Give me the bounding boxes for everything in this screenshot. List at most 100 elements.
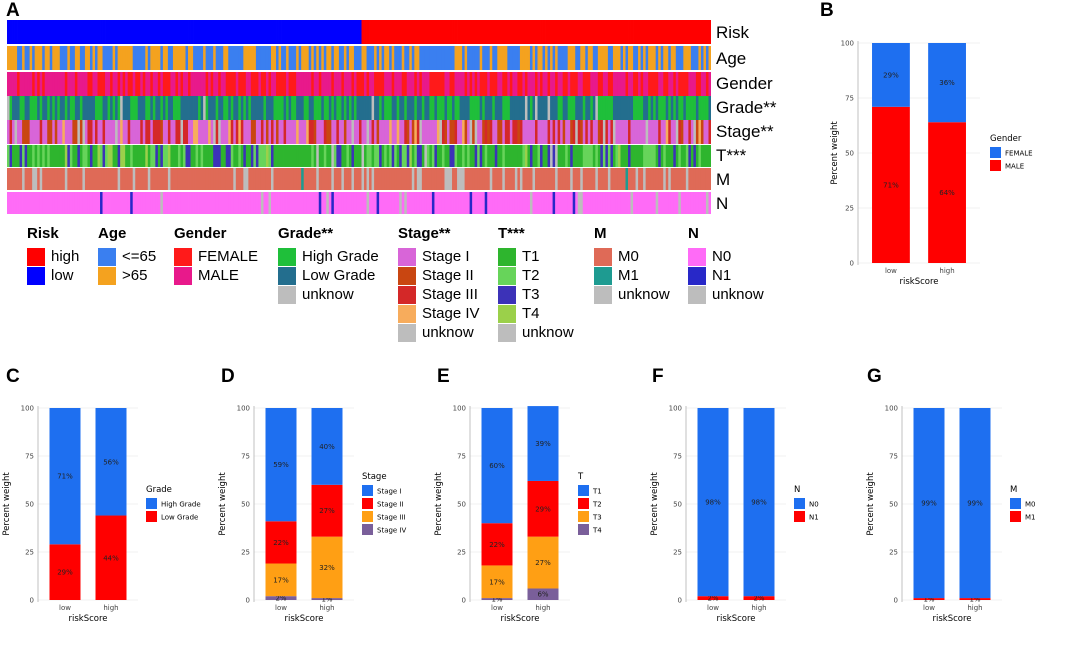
heatmap-cell	[469, 145, 473, 167]
heatmap-row-n	[7, 192, 711, 214]
x-axis-title: riskScore	[899, 277, 938, 287]
heatmap-cell	[97, 145, 101, 167]
heatmap-cell	[535, 120, 538, 144]
heatmap-cell	[210, 120, 214, 144]
heatmap-cell	[658, 192, 662, 214]
heatmap-cell	[97, 168, 101, 190]
heatmap-cell	[112, 145, 116, 167]
heatmap-cell	[258, 145, 262, 167]
heatmap-cell	[210, 72, 214, 96]
heatmap-cell	[52, 72, 56, 96]
heatmap-cell	[690, 20, 694, 44]
heatmap-cell	[125, 46, 129, 70]
heatmap-cell	[177, 96, 181, 120]
heatmap-cell	[306, 72, 310, 96]
heatmap-cell	[630, 20, 634, 44]
heatmap-cell	[162, 96, 166, 120]
heatmap-cell	[693, 20, 697, 44]
heatmap-cell	[703, 168, 707, 190]
heatmap-cell	[374, 96, 377, 120]
heatmap-cell	[12, 145, 15, 167]
heatmap-cell	[356, 96, 360, 120]
heatmap-cell	[472, 46, 476, 70]
heatmap-cell	[670, 72, 674, 96]
heatmap-cell	[140, 168, 144, 190]
heatmap-cell	[343, 192, 347, 214]
heatmap-cell	[348, 20, 352, 44]
heatmap-cell	[288, 192, 292, 214]
heatmap-cell	[638, 46, 641, 70]
heatmap-cell	[210, 46, 214, 70]
heatmap-cell	[328, 120, 332, 144]
heatmap-cell	[371, 168, 375, 190]
heatmap-cell	[336, 168, 340, 190]
heatmap-cell	[454, 46, 458, 70]
heatmap-cell	[120, 145, 124, 167]
heatmap-cell	[643, 192, 647, 214]
heatmap-cell	[633, 20, 636, 44]
heatmap-cell	[313, 72, 317, 96]
heatmap-cell	[142, 96, 146, 120]
heatmap-cell	[542, 168, 546, 190]
heatmap-cell	[645, 120, 649, 144]
heatmap-cell	[27, 145, 31, 167]
heatmap-cell	[600, 120, 604, 144]
heatmap-cell	[630, 96, 634, 120]
heatmap-cell	[12, 168, 15, 190]
heatmap-cell	[172, 46, 176, 70]
heatmap-cell	[690, 96, 694, 120]
heatmap-cell	[602, 72, 606, 96]
heatmap-cell	[19, 20, 23, 44]
heatmap-cell	[391, 192, 395, 214]
y-axis-title: Percent weight	[2, 472, 12, 536]
heatmap-cell	[680, 145, 684, 167]
heatmap-cell	[444, 145, 448, 167]
heatmap-cell	[557, 46, 561, 70]
heatmap-label-n: N	[716, 194, 729, 213]
heatmap-cell	[560, 20, 564, 44]
heatmap-cell	[167, 120, 171, 144]
heatmap-cell	[401, 145, 405, 167]
heatmap-cell	[507, 72, 511, 96]
heatmap-cell	[492, 96, 496, 120]
heatmap-cell	[680, 120, 684, 144]
heatmap-cell	[34, 20, 38, 44]
heatmap-cell	[7, 20, 10, 44]
heatmap-cell	[39, 120, 43, 144]
heatmap-cell	[351, 96, 355, 120]
heatmap-cell	[695, 192, 699, 214]
heatmap-cell	[283, 72, 287, 96]
heatmap-cell	[293, 168, 297, 190]
heatmap-cell	[695, 46, 699, 70]
heatmap-cell	[79, 20, 83, 44]
heatmap-cell	[205, 192, 209, 214]
heatmap-cell	[698, 168, 702, 190]
heatmap-cell	[567, 145, 571, 167]
heatmap-cell	[220, 20, 224, 44]
heatmap-cell	[130, 20, 134, 44]
heatmap-cell	[127, 168, 131, 190]
bar-data-label: 32%	[319, 564, 335, 572]
heatmap-cell	[457, 46, 460, 70]
heatmap-cell	[635, 145, 639, 167]
heatmap-cell	[615, 168, 619, 190]
legend-label: T3	[522, 286, 540, 303]
heatmap-cell	[97, 96, 101, 120]
heatmap-cell	[497, 120, 501, 144]
heatmap-cell	[459, 20, 463, 44]
heatmap-cell	[39, 20, 43, 44]
heatmap-cell	[306, 120, 310, 144]
heatmap-cell	[77, 20, 81, 44]
heatmap-cell	[177, 72, 181, 96]
heatmap-cell	[17, 46, 20, 70]
heatmap-cell	[477, 168, 481, 190]
heatmap-cell	[321, 46, 325, 70]
heatmap-cell	[454, 192, 458, 214]
heatmap-cell	[286, 145, 289, 167]
heatmap-cell	[447, 72, 450, 96]
heatmap-cell	[34, 96, 38, 120]
heatmap-cell	[137, 20, 141, 44]
heatmap-cell	[635, 192, 639, 214]
heatmap-cell	[311, 145, 315, 167]
heatmap-cell	[351, 20, 355, 44]
